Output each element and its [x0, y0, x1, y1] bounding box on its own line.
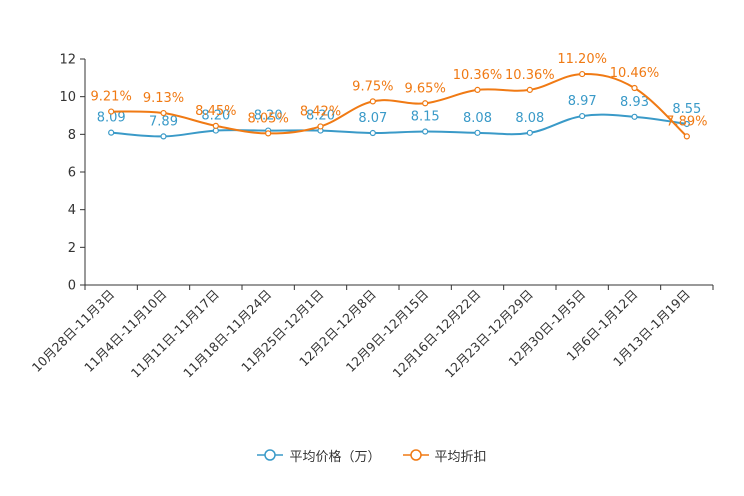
data-point [160, 109, 167, 117]
legend-item-price[interactable]: 平均价格（万） [257, 446, 381, 465]
data-point [526, 129, 533, 136]
legend-discount-marker-icon [402, 449, 429, 461]
data-point [683, 133, 690, 140]
data-label: 7.89% [666, 114, 707, 129]
data-point [631, 84, 638, 92]
y-tick-label: 6 [68, 166, 76, 181]
x-tick-label: 12月16日-12月22日 [389, 287, 483, 381]
legend-discount-label: 平均折扣 [434, 449, 487, 465]
y-tick-label: 0 [68, 279, 76, 294]
y-tick-label: 2 [68, 241, 76, 256]
data-label: 9.21% [91, 90, 132, 105]
data-label: 7.89 [149, 114, 178, 129]
y-tick-label: 12 [59, 53, 76, 68]
data-point [422, 128, 429, 135]
data-label: 8.05% [248, 111, 289, 126]
data-label: 8.20 [201, 109, 230, 124]
data-label: 8.15 [411, 110, 440, 125]
y-tick-label: 4 [68, 203, 76, 218]
data-point [160, 133, 167, 140]
data-label: 8.45% [195, 104, 236, 119]
data-label: 10.36% [453, 68, 503, 83]
y-tick-label: 8 [68, 128, 76, 143]
legend-item-discount[interactable]: 平均折扣 [402, 446, 487, 465]
data-label: 8.09 [97, 111, 126, 126]
data-label: 10.36% [505, 68, 555, 83]
data-point [474, 86, 481, 93]
data-label: 8.20 [254, 109, 283, 124]
data-point [474, 129, 481, 136]
data-point [579, 112, 586, 120]
data-point [108, 129, 115, 136]
series-discount: 9.21% 9.13% 8.45% 8.05% 8.42% 9.75% 9.65% 10.36… [91, 52, 707, 140]
data-label: 8.55 [672, 102, 701, 117]
data-label: 8.20 [306, 109, 335, 124]
series-line-price [111, 113, 687, 138]
data-label: 8.08 [463, 111, 492, 126]
data-point [683, 120, 690, 128]
legend-price-marker-icon [257, 449, 284, 461]
data-label: 11.20% [557, 52, 607, 67]
data-point [212, 122, 219, 129]
data-point [369, 98, 376, 105]
data-label: 8.07 [358, 111, 387, 126]
data-label: 8.42% [300, 104, 341, 119]
data-point [265, 130, 272, 137]
series-line-discount [111, 73, 688, 138]
legend-price-label: 平均价格（万） [289, 449, 381, 465]
data-point [369, 129, 376, 137]
data-label: 9.75% [352, 79, 393, 94]
data-label: 9.13% [143, 91, 184, 106]
data-point [108, 108, 115, 115]
data-label: 10.46% [610, 66, 660, 81]
legend: 平均价格（万） 平均折扣 [0, 444, 744, 466]
y-tick-label: 10 [59, 90, 76, 105]
data-point [317, 123, 324, 130]
data-point [526, 86, 533, 93]
data-point [422, 100, 429, 107]
data-label: 9.65% [405, 81, 446, 96]
series-price: 8.09 7.89 8.20 8.20 8.20 8.07 8.15 8.08 8.08 8.97… [97, 94, 701, 140]
x-tick-label: 11月11日-11月17日 [128, 287, 222, 381]
data-label: 8.93 [620, 95, 649, 110]
data-label: 8.08 [515, 111, 544, 126]
x-tick-label: 11月18日-11月24日 [180, 287, 274, 381]
data-point [631, 113, 638, 120]
data-label: 8.97 [568, 94, 597, 109]
data-point [579, 70, 586, 78]
line-chart: 02468101210月28日-11月3日11月4日-11月10日11月11日-… [29, 52, 714, 381]
x-tick-label: 12月23日-12月29日 [442, 287, 536, 381]
